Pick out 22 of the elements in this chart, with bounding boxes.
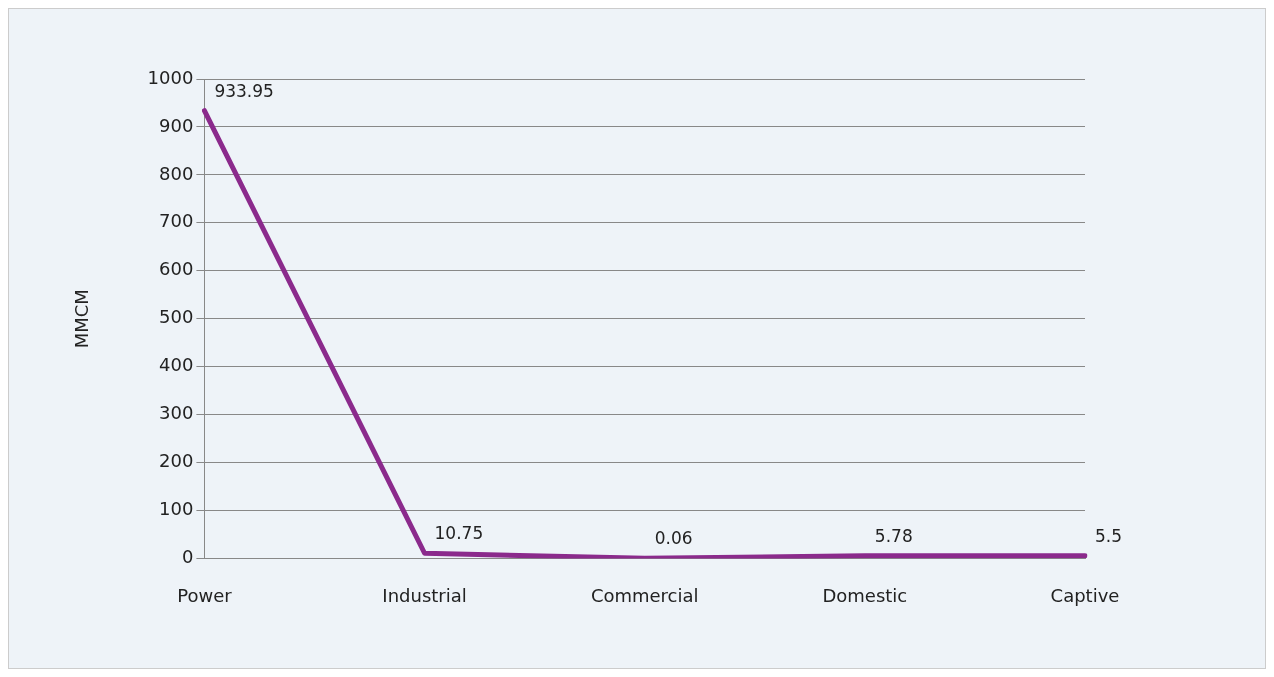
x-tick-label: Industrial <box>382 584 467 606</box>
x-tick-label: Commercial <box>590 584 699 606</box>
x-tick-label: Captive <box>1050 584 1120 606</box>
y-tick-label: 800 <box>159 162 194 184</box>
y-tick-label: 100 <box>159 498 194 520</box>
y-tick-label: 500 <box>159 306 194 328</box>
y-tick-label: 0 <box>181 546 194 568</box>
data-label: 0.06 <box>654 528 693 549</box>
x-tick-label: Power <box>177 584 233 606</box>
x-tick-label: Domestic <box>822 584 908 606</box>
y-axis-title: MMCM <box>71 289 93 349</box>
y-tick-label: 200 <box>159 450 194 472</box>
data-label: 5.5 <box>1095 525 1123 546</box>
y-tick-label: 700 <box>159 210 194 232</box>
y-tick-label: 400 <box>159 354 194 376</box>
y-tick-label: 1000 <box>147 66 194 88</box>
y-tick-label: 900 <box>159 114 194 136</box>
data-label: 5.78 <box>874 525 913 546</box>
y-tick-label: 600 <box>159 258 194 280</box>
data-label: 933.95 <box>214 80 274 101</box>
y-tick-label: 300 <box>159 402 194 424</box>
data-label: 10.75 <box>434 523 484 544</box>
